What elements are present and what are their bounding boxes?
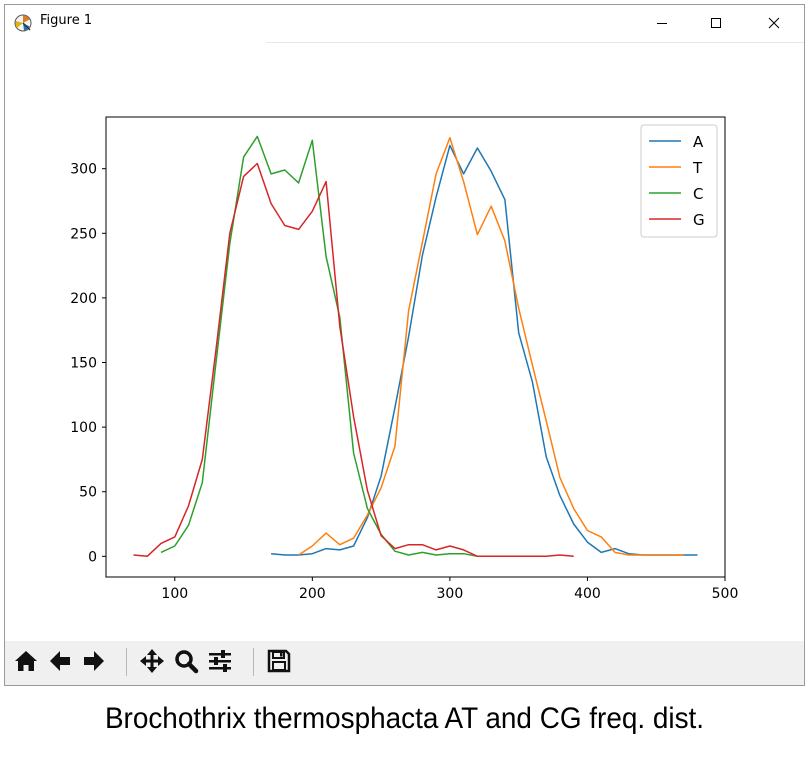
legend-box bbox=[640, 124, 718, 238]
configure-subplots-button[interactable] bbox=[205, 646, 235, 676]
minimize-icon bbox=[657, 23, 667, 24]
y-tick-label: 300 bbox=[70, 162, 97, 178]
y-tick-label: 100 bbox=[70, 420, 97, 436]
save-button[interactable] bbox=[264, 646, 294, 676]
arrow-right-icon bbox=[84, 651, 104, 671]
title-divider bbox=[266, 42, 804, 43]
window-title: Figure 1 bbox=[40, 13, 93, 28]
close-icon bbox=[768, 17, 780, 29]
x-tick-label: 200 bbox=[299, 586, 326, 602]
pan-button[interactable] bbox=[137, 646, 167, 676]
legend-label-A: A bbox=[693, 133, 704, 151]
back-button[interactable] bbox=[45, 646, 75, 676]
figure-caption: Brochothrix thermosphacta AT and CG freq… bbox=[104, 702, 705, 735]
title-bar[interactable]: Figure 1 bbox=[5, 5, 804, 41]
arrow-left-icon bbox=[50, 651, 70, 671]
figure-window: Figure 1 100 200 300 400 500 0 50 100 150 200 250 3… bbox=[4, 4, 805, 686]
sliders-icon bbox=[209, 650, 231, 672]
series-line-C bbox=[160, 135, 478, 558]
series-line-G bbox=[133, 162, 574, 558]
minimize-button[interactable] bbox=[639, 5, 685, 41]
axes-frame bbox=[105, 116, 726, 578]
x-tick-label: 500 bbox=[712, 586, 739, 602]
y-tick-label: 0 bbox=[88, 549, 97, 565]
y-tick-label: 50 bbox=[79, 485, 97, 501]
x-tick-label: 100 bbox=[161, 586, 188, 602]
floppy-disk-icon bbox=[267, 649, 291, 673]
y-tick-label: 250 bbox=[70, 226, 97, 242]
matplotlib-logo-icon bbox=[14, 14, 32, 32]
move-icon bbox=[140, 649, 164, 673]
magnifier-icon bbox=[175, 650, 199, 674]
maximize-icon bbox=[711, 18, 721, 28]
close-button[interactable] bbox=[751, 5, 797, 41]
series-line-A bbox=[271, 144, 698, 556]
navigation-toolbar bbox=[5, 641, 804, 685]
home-button[interactable] bbox=[11, 646, 41, 676]
zoom-button[interactable] bbox=[171, 646, 201, 676]
x-tick-label: 400 bbox=[574, 586, 601, 602]
forward-button[interactable] bbox=[79, 646, 109, 676]
maximize-button[interactable] bbox=[693, 5, 739, 41]
series-line-T bbox=[298, 136, 684, 556]
legend-label-C: C bbox=[693, 185, 703, 203]
toolbar-separator bbox=[253, 648, 254, 676]
legend-label-G: G bbox=[693, 211, 705, 229]
home-icon bbox=[15, 651, 37, 671]
y-tick-label: 150 bbox=[70, 356, 97, 372]
legend-label-T: T bbox=[692, 159, 703, 177]
y-tick-label: 200 bbox=[70, 291, 97, 307]
x-tick-label: 300 bbox=[437, 586, 464, 602]
toolbar-separator bbox=[126, 648, 127, 676]
